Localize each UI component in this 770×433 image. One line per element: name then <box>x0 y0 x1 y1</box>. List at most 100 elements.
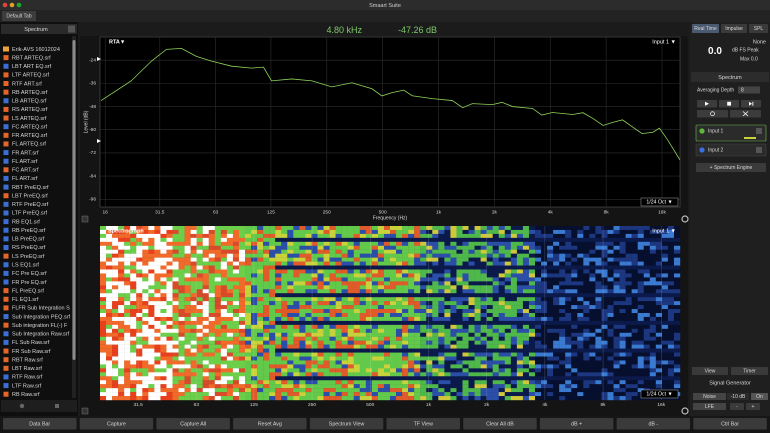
spectrogram-cell <box>450 229 457 235</box>
file-item[interactable]: FR Pre EQ.srf <box>12 280 47 286</box>
channel-dropdown[interactable] <box>693 403 726 410</box>
file-item[interactable]: Sub Integration Raw.srf <box>12 332 70 338</box>
transport-button[interactable] <box>697 110 728 118</box>
toolbar-button[interactable] <box>539 418 614 430</box>
add-engine-button[interactable] <box>696 163 766 172</box>
signal-dropdown[interactable] <box>693 393 726 400</box>
file-item[interactable]: LTF PreEQ.srf <box>12 211 48 217</box>
file-item[interactable]: RS ARTEQ.srf <box>12 107 48 113</box>
zoom-dot[interactable] <box>16 2 22 8</box>
spectrograph-input[interactable]: Input 1 ▼ <box>652 228 676 234</box>
file-item[interactable]: Sub Integration PEQ.srf <box>12 314 71 320</box>
toolbar-button[interactable] <box>309 418 384 430</box>
spectrograph-label[interactable]: Spectrograph <box>108 228 144 234</box>
file-item[interactable]: FL ARTEQ.srf <box>12 142 46 148</box>
spectrogram-cell <box>649 277 657 282</box>
spectrogram-cell <box>613 336 620 341</box>
toolbar-button[interactable] <box>386 418 461 430</box>
file-item[interactable]: FL EQ1.srf <box>12 297 39 303</box>
file-item[interactable]: LB PreEQ.srf <box>12 237 45 243</box>
file-item[interactable]: FR Sub Raw.srf <box>12 349 51 355</box>
file-item[interactable]: FL Sub Raw.srf <box>12 340 50 346</box>
spectrogram-cell <box>589 320 596 326</box>
spectrogram-cell <box>148 396 155 401</box>
input-toggle[interactable] <box>756 147 762 153</box>
file-item[interactable]: LS EQ1.srf <box>12 263 39 269</box>
view-button[interactable] <box>692 367 728 375</box>
file-item[interactable]: LBT Raw.srf <box>12 366 42 372</box>
file-item[interactable]: RB EQ1.srf <box>12 219 40 225</box>
x-tick-label: 16k <box>657 402 665 408</box>
file-item[interactable]: FR ARTEQ.srf <box>12 133 48 139</box>
file-item[interactable]: LTF ARTEQ.srf <box>12 73 50 79</box>
mode-button[interactable] <box>721 24 747 33</box>
file-item[interactable]: Sub integration FL(-) F <box>12 323 68 329</box>
file-item[interactable]: RS PreEQ.srf <box>12 245 46 251</box>
rta-input[interactable]: Input 1 ▼ <box>652 39 676 45</box>
spectrogram-cell <box>601 336 608 341</box>
file-item[interactable]: RTF ART.srf <box>12 81 42 87</box>
marker-handle[interactable] <box>97 57 101 61</box>
file-item[interactable]: RB ARTEQ.srf <box>12 90 48 96</box>
footer-icon[interactable] <box>19 403 25 409</box>
toolbar-button[interactable] <box>463 418 537 430</box>
file-item[interactable]: LBT PreEQ.srf <box>12 193 48 199</box>
spectrogram-cell <box>251 344 258 349</box>
file-item[interactable]: LB ARTEQ.srf <box>12 99 47 105</box>
toolbar-button[interactable] <box>233 418 307 430</box>
file-item[interactable]: FC ARTEQ.srf <box>12 124 48 130</box>
file-item[interactable]: RBT Raw.srf <box>12 357 43 363</box>
file-item[interactable]: LBT ART EQ.srf <box>12 64 52 70</box>
file-item[interactable]: FC Pre EQ.srf <box>12 271 47 277</box>
close-dot[interactable] <box>2 2 8 8</box>
file-item[interactable]: LTF Raw.srf <box>12 383 42 389</box>
input-row[interactable] <box>695 143 767 157</box>
averaging-dropdown[interactable] <box>738 86 760 94</box>
file-item[interactable]: FL PreEQ.srf <box>12 288 44 294</box>
spectrogram-cell <box>649 324 657 330</box>
minus-button[interactable] <box>730 403 744 410</box>
generator-toggle[interactable] <box>751 393 768 400</box>
toolbar-button[interactable] <box>156 418 230 430</box>
spectrogram-cell <box>353 301 360 306</box>
sidebar-menu[interactable] <box>68 25 75 33</box>
level-field[interactable] <box>727 393 749 400</box>
file-item[interactable]: FR ART.srf <box>12 150 39 156</box>
file-item[interactable]: FC ART.srf <box>12 168 39 174</box>
file-item[interactable]: RTF PreEQ.srf <box>12 202 49 208</box>
file-item[interactable]: RTF Raw.srf <box>12 375 43 381</box>
file-item[interactable]: RB Raw.srf <box>12 392 40 398</box>
file-item[interactable]: FL ART.srf <box>12 176 38 182</box>
file-item[interactable]: RBT ARTEQ.srf <box>12 55 51 61</box>
spectrogram-cell <box>535 388 542 393</box>
footer-icon[interactable] <box>55 404 59 408</box>
toolbar-button[interactable] <box>616 418 691 430</box>
timer-button[interactable] <box>731 367 768 375</box>
mode-button[interactable] <box>749 24 768 33</box>
file-item[interactable]: LS PreEQ.srf <box>12 254 45 260</box>
file-item[interactable]: FL ART.srf <box>12 159 38 165</box>
mode-button[interactable] <box>692 24 719 33</box>
minimize-dot[interactable] <box>9 2 15 8</box>
file-item[interactable]: Erik-AVS 16012024 <box>12 47 60 53</box>
input-toggle[interactable] <box>756 128 762 134</box>
rta-resolution-box[interactable] <box>640 197 679 207</box>
plus-button[interactable] <box>746 403 760 410</box>
file-item[interactable]: LS ARTEQ.srf <box>12 116 47 122</box>
marker-handle[interactable] <box>97 139 101 143</box>
scroll-thumb[interactable] <box>72 40 76 360</box>
panel-close[interactable] <box>81 215 89 223</box>
spectrogram-cell <box>601 384 608 389</box>
file-item[interactable]: FLFR Sub Integration S <box>12 306 70 312</box>
toolbar-button[interactable] <box>79 418 154 430</box>
toolbar-button[interactable] <box>3 418 77 430</box>
panel-close[interactable] <box>81 407 89 415</box>
toolbar-button[interactable] <box>693 418 767 430</box>
panel-settings[interactable] <box>681 407 689 415</box>
tab[interactable] <box>2 11 36 21</box>
rta-label[interactable]: RTA▼ <box>109 39 125 45</box>
panel-settings[interactable] <box>681 215 689 223</box>
file-item[interactable]: RB PreEQ.srf <box>12 228 46 234</box>
spectrograph-resolution-box[interactable] <box>640 389 679 399</box>
file-item[interactable]: RBT PreEQ.srf <box>12 185 49 191</box>
